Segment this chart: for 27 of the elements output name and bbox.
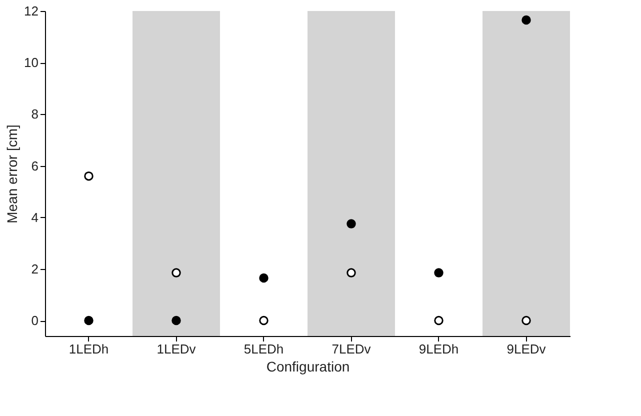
x-tick-label: 1LEDv bbox=[156, 342, 196, 356]
y-tick-label: 8 bbox=[31, 106, 38, 122]
x-tick-label: 7LEDv bbox=[332, 342, 372, 356]
y-tick-label: 12 bbox=[24, 4, 38, 18]
y-tick-label: 10 bbox=[24, 55, 38, 70]
y-tick-label: 0 bbox=[31, 313, 38, 328]
y-axis-title: Mean error [cm] bbox=[4, 124, 20, 224]
y-tick-label: 2 bbox=[31, 261, 38, 276]
point bbox=[434, 316, 444, 326]
point bbox=[172, 316, 181, 326]
point bbox=[172, 268, 181, 278]
point bbox=[84, 171, 94, 181]
point bbox=[259, 316, 268, 326]
point bbox=[434, 268, 444, 278]
y-tick-label: 6 bbox=[31, 158, 38, 174]
point bbox=[346, 219, 356, 228]
point bbox=[259, 273, 268, 283]
x-tick-label: 9LEDv bbox=[506, 342, 546, 356]
point bbox=[522, 15, 531, 25]
x-tick-label: 5LEDh bbox=[244, 342, 284, 356]
x-tick-label: 1LEDh bbox=[68, 342, 109, 356]
point bbox=[346, 268, 356, 278]
x-axis-title: Configuration bbox=[266, 358, 350, 374]
y-tick-label: 4 bbox=[31, 210, 38, 225]
point bbox=[522, 316, 531, 326]
point bbox=[84, 316, 94, 326]
x-tick-label: 9LEDh bbox=[418, 342, 459, 356]
